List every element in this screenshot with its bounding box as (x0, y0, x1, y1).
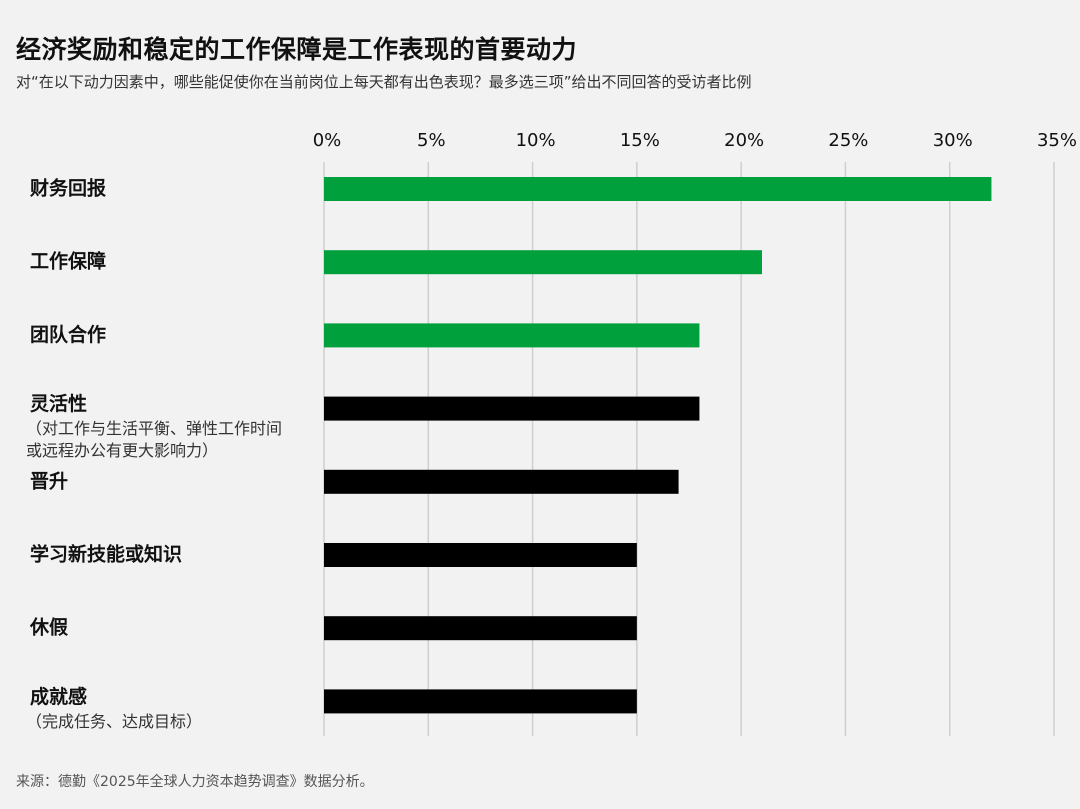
bar (324, 396, 700, 421)
category-label: 晋升 (30, 470, 68, 492)
category-label: 财务回报 (30, 177, 106, 200)
bar (324, 543, 637, 567)
x-tick-label: 35% (1037, 130, 1077, 151)
source-note: 来源：德勤《2025年全球人力资本趋势调查》数据分析。 (16, 774, 374, 790)
x-tick-label: 25% (828, 130, 868, 151)
category-note: （对工作与生活平衡、弹性工作时间 (26, 419, 282, 438)
bar (324, 250, 762, 275)
x-tick-label: 10% (516, 130, 556, 151)
category-label: 休假 (29, 616, 68, 639)
category-label: 工作保障 (30, 250, 106, 273)
category-label: 灵活性 (30, 392, 87, 415)
category-note: （完成任务、达成目标） (26, 712, 202, 731)
x-tick-label: 20% (724, 130, 764, 151)
bar (324, 177, 992, 201)
x-tick-label: 15% (620, 130, 660, 151)
bar (324, 689, 637, 714)
x-tick-label: 30% (933, 130, 973, 151)
category-label: 团队合作 (30, 323, 106, 346)
bar (324, 323, 700, 348)
category-label: 成就感 (30, 685, 87, 708)
x-tick-label: 0% (313, 130, 342, 151)
x-axis-ticks: 0% 5% 10% 15% 20% 25% 30% 35% (313, 130, 1077, 151)
grid-lines (323, 162, 1055, 736)
bar (324, 616, 637, 641)
bar (324, 469, 679, 494)
bars (324, 177, 992, 714)
category-label: 学习新技能或知识 (30, 543, 182, 566)
chart-title: 经济奖励和稳定的工作保障是工作表现的首要动力 (16, 35, 578, 64)
x-tick-label: 5% (417, 130, 446, 151)
category-note: 或远程办公有更大影响力） (26, 441, 218, 460)
chart-subtitle: 对“在以下动力因素中，哪些能促使你在当前岗位上每天都有出色表现？最多选三项”给出… (16, 73, 752, 91)
